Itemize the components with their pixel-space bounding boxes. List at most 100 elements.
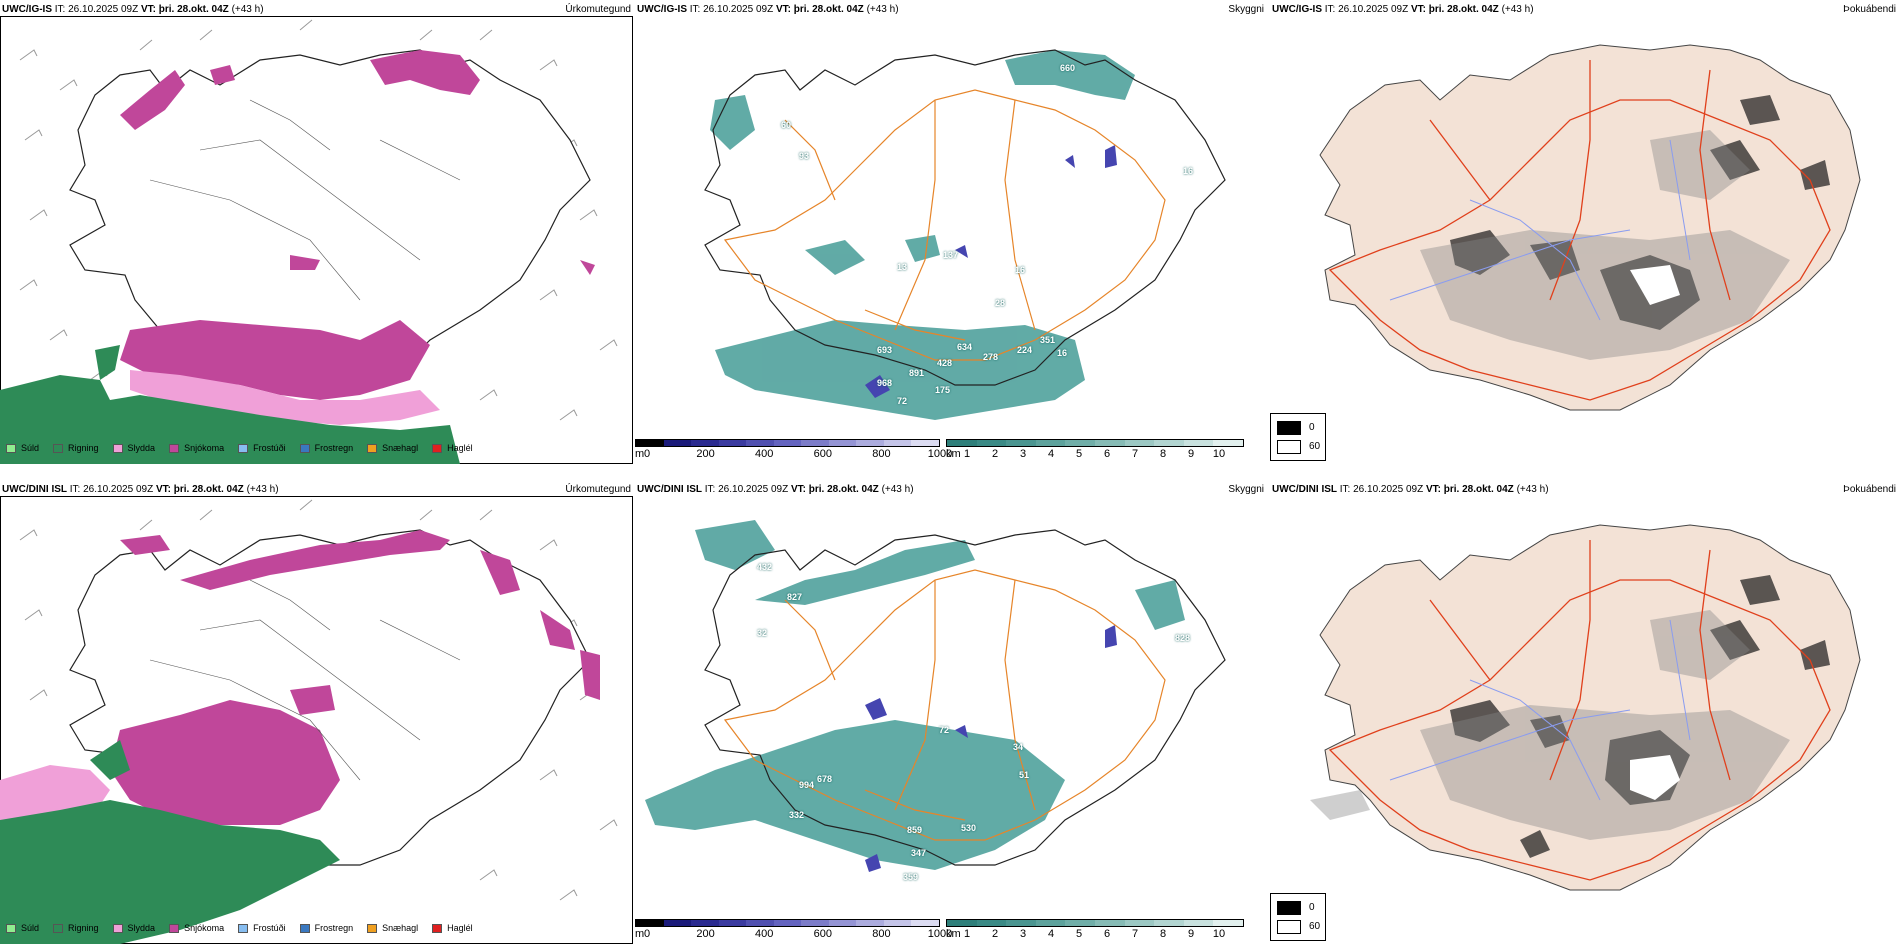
visibility-unit: km [946, 928, 961, 940]
row2-ceiling-panel: UWC/DINI ISL IT: 26.10.2025 09Z VT: þri.… [635, 480, 1270, 950]
legend-item: Frostúði [238, 923, 286, 933]
ceiling-label: 16 [1057, 348, 1068, 358]
colorbar-tick: 600 [813, 928, 832, 940]
legend-swatch [299, 923, 310, 933]
legend-item: Snæhagl [367, 443, 418, 453]
legend-swatch [299, 443, 310, 453]
fog-rivers [1389, 139, 1691, 321]
legend-item: Haglél [432, 923, 473, 933]
colorbar-segment [976, 440, 1007, 446]
ceiling-label: 28 [995, 298, 1006, 308]
precip-type-map [0, 499, 618, 944]
panel-title: UWC/IG-IS IT: 26.10.2025 09Z VT: þri. 28… [2, 4, 264, 15]
ceiling-label: 16 [1183, 166, 1194, 176]
ceiling-label: 51 [1019, 770, 1030, 780]
colorbar-tick: 3 [1019, 448, 1027, 460]
colorbar-tick: 8 [1159, 928, 1167, 940]
fog-high-label: 60 [1309, 921, 1321, 932]
colorbar-segment [1065, 920, 1095, 926]
iceland-land [1319, 44, 1861, 411]
colorbar-segment [1124, 440, 1155, 446]
row2-fog-panel: UWC/DINI ISL IT: 26.10.2025 09Z VT: þri.… [1270, 480, 1900, 950]
ceiling-label: 72 [939, 725, 950, 735]
legend-item: Snjókoma [169, 923, 224, 933]
colorbar-segment [976, 920, 1007, 926]
legend-item: Haglél [432, 443, 473, 453]
ceiling-label: 60 [781, 120, 792, 130]
colorbar-tick: 5 [1075, 928, 1083, 940]
road-network [723, 89, 1166, 361]
colorbar-tick: 3 [1019, 928, 1027, 940]
fog-low-swatch [1277, 421, 1301, 435]
colorbar-tick: 1000 [927, 928, 953, 940]
ceiling-label: 332 [789, 810, 805, 820]
ceiling-unit: m [635, 448, 645, 460]
colorbar-segment [856, 920, 884, 926]
fog-grey [1420, 130, 1790, 360]
precip-legend: Súld Rigning Slydda Snjókoma Frostúði Fr… [6, 441, 487, 455]
iceland-outline [704, 529, 1226, 866]
map-frame [0, 496, 633, 944]
colorbar-segment [1006, 440, 1036, 446]
ceiling-label: 530 [961, 823, 977, 833]
ceiling-label: 347 [911, 848, 927, 858]
ceiling-label: 34 [1013, 742, 1024, 752]
legend-item: Súld [6, 443, 39, 453]
colorbar-tick: 6 [1103, 448, 1111, 460]
ceiling-label: 660 [1060, 63, 1076, 73]
panel-title: UWC/DINI ISL IT: 26.10.2025 09Z VT: þri.… [637, 484, 914, 495]
fog-high-label: 60 [1309, 441, 1321, 452]
visibility-ticks: 1 2 3 4 5 6 7 8 9 10 [963, 928, 1225, 940]
legend-swatch [112, 443, 123, 453]
colorbar-segment [636, 440, 664, 446]
colorbar-segment [773, 920, 802, 926]
visibility-colorbar [946, 919, 1244, 927]
ceiling-label: 224 [1017, 345, 1033, 355]
colorbar-segment [1006, 920, 1036, 926]
ceiling-label: 137 [943, 250, 959, 260]
fog-low-swatch [1277, 901, 1301, 915]
panel-name: Úrkomutegund [565, 484, 631, 495]
ceiling-ticks: 0 200 400 600 800 1000 [644, 928, 952, 940]
colorbar-segment [1213, 440, 1243, 446]
colorbar-segment [1124, 920, 1155, 926]
colorbar-segment [636, 920, 664, 926]
colorbar-segment [1154, 440, 1184, 446]
visibility-unit: km [946, 448, 961, 460]
colorbar-tick: 1 [963, 928, 971, 940]
colorbar-segment [1154, 920, 1184, 926]
colorbar-segment [1183, 440, 1214, 446]
row1-ceiling-panel: UWC/IG-IS IT: 26.10.2025 09Z VT: þri. 28… [635, 0, 1270, 475]
panel-name: Skyggni [1228, 484, 1264, 495]
ceiling-label: 968 [877, 378, 893, 388]
colorbar-segment [746, 440, 774, 446]
ceiling-visibility-map [645, 520, 1226, 872]
colorbar-segment [1035, 440, 1066, 446]
ceiling-colorbar [635, 919, 940, 927]
fog-white [1630, 265, 1680, 305]
colorbar-tick: 800 [872, 928, 891, 940]
ceiling-label: 693 [877, 345, 893, 355]
colorbar-tick: 6 [1103, 928, 1111, 940]
colorbar-tick: 4 [1047, 928, 1055, 940]
colorbar-segment [718, 920, 747, 926]
ceiling-label: 32 [757, 628, 768, 638]
ceiling-ticks: 0 200 400 600 800 1000 [643, 448, 952, 460]
ceiling-label: 93 [799, 151, 810, 161]
colorbar-segment [911, 920, 940, 926]
fog-roads [1328, 60, 1831, 401]
legend-swatch [169, 443, 180, 453]
visibility-fog [645, 520, 1185, 870]
fog-legend: 0 60 [1270, 413, 1326, 461]
panel-name: Skyggni [1228, 4, 1264, 15]
colorbar-tick: 200 [696, 448, 715, 460]
ceiling-label: 359 [903, 872, 919, 882]
legend-swatch [238, 923, 249, 933]
colorbar-tick: 0 [643, 448, 651, 460]
colorbar-tick: 2 [991, 928, 999, 940]
ceiling-label: 634 [957, 342, 973, 352]
legend-swatch [432, 923, 443, 933]
visibility-fog [710, 50, 1135, 420]
ceiling-unit: m [635, 928, 645, 940]
colorbar-tick: 1 [963, 448, 971, 460]
